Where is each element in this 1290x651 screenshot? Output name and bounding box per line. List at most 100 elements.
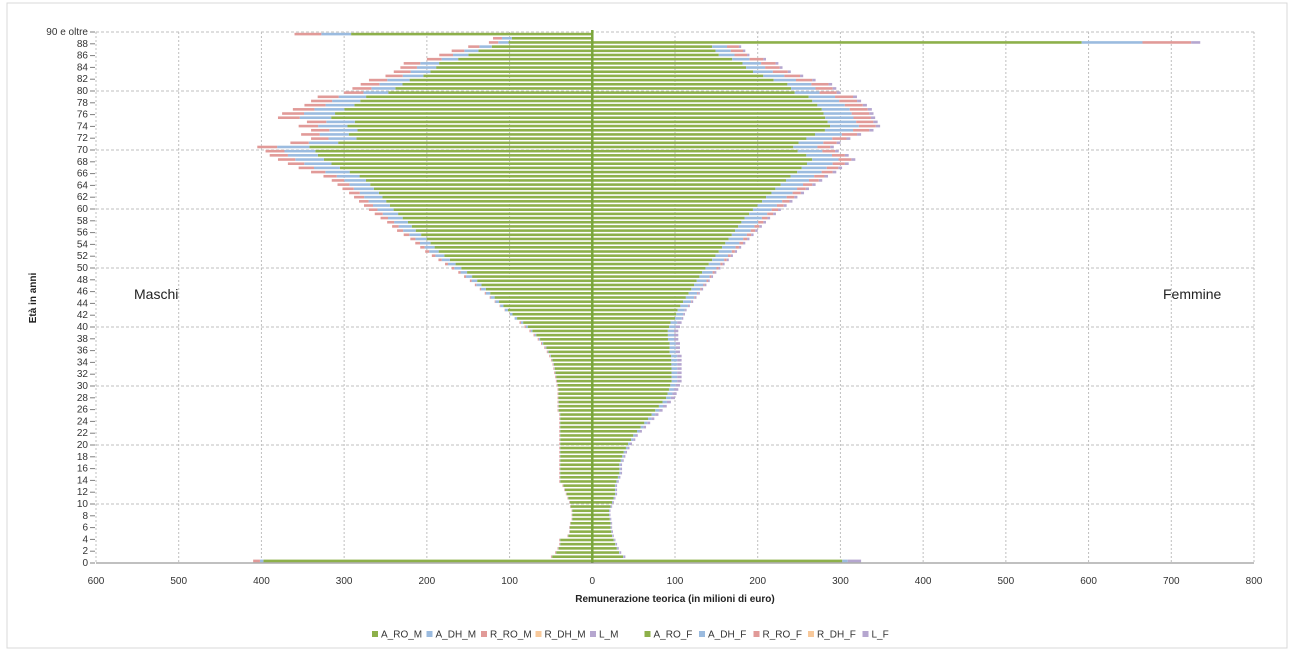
- bar-r-ro-m: [415, 241, 421, 245]
- bar-r-ro-f: [853, 128, 870, 132]
- bar-a-ro-f: [592, 87, 792, 90]
- bar-a-ro-f: [592, 429, 637, 433]
- bar-r-ro-f: [694, 296, 695, 299]
- bar-l-f: [674, 333, 679, 337]
- bar-l-f: [677, 375, 682, 379]
- bar-a-dh-f: [670, 384, 676, 387]
- bar-l-f: [615, 488, 618, 492]
- bar-l-f: [830, 145, 834, 149]
- bar-a-ro-f: [592, 379, 672, 383]
- y-tick-label: 20: [77, 440, 89, 451]
- bar-a-ro-f: [592, 262, 709, 266]
- bar-a-ro-m: [536, 333, 593, 337]
- bar-a-ro-m: [494, 296, 593, 299]
- bar-r-ro-m: [559, 442, 560, 446]
- bar-a-dh-f: [671, 375, 678, 379]
- bar-a-dh-m: [471, 279, 478, 283]
- bar-a-dh-f: [712, 45, 728, 48]
- bar-a-ro-f: [592, 183, 781, 186]
- bar-a-dh-f: [821, 108, 850, 111]
- bar-a-dh-f: [667, 392, 673, 395]
- bar-l-f: [674, 388, 679, 391]
- bar-r-ro-m: [306, 120, 327, 124]
- bar-r-ro-m: [438, 258, 442, 262]
- x-tick-label: 300: [336, 576, 353, 587]
- bar-a-ro-f: [592, 342, 670, 345]
- y-tick-label: 90 e oltre: [46, 27, 88, 38]
- bar-a-ro-f: [592, 354, 672, 358]
- bar-a-ro-m: [570, 521, 593, 525]
- bar-l-f: [747, 237, 750, 241]
- bar-a-ro-f: [592, 57, 733, 61]
- bar-a-ro-f: [592, 91, 795, 94]
- x-tick-label: 100: [667, 576, 684, 587]
- bar-a-dh-m: [329, 128, 358, 132]
- y-tick-label: 24: [77, 416, 89, 427]
- bar-a-ro-f: [592, 521, 611, 525]
- bar-a-ro-f: [592, 547, 617, 550]
- y-tick-label: 46: [77, 287, 89, 298]
- bar-r-ro-m: [277, 116, 300, 120]
- bar-r-ro-m: [565, 492, 567, 496]
- bar-a-ro-m: [485, 287, 593, 291]
- bar-a-dh-f: [718, 53, 735, 57]
- x-tick-label: 300: [832, 576, 849, 587]
- bar-a-ro-f: [592, 246, 723, 249]
- bar-a-dh-f: [658, 404, 664, 408]
- bar-a-ro-m: [347, 124, 593, 128]
- bar-l-f: [812, 78, 816, 82]
- x-tick-label: 100: [501, 576, 518, 587]
- bar-a-dh-f: [609, 517, 611, 521]
- bar-r-ro-f: [758, 220, 764, 224]
- bar-r-ro-m: [555, 551, 556, 554]
- bar-r-ro-m: [298, 124, 319, 128]
- y-tick-label: 78: [77, 98, 89, 109]
- bar-l-f: [867, 108, 872, 111]
- bar-r-ro-m: [397, 229, 404, 232]
- bar-a-dh-f: [619, 467, 621, 471]
- legend-swatch: [699, 631, 705, 637]
- bar-l-f: [869, 128, 874, 132]
- bar-a-dh-m: [481, 287, 486, 291]
- legend-entry: L_F: [872, 630, 889, 641]
- bar-r-ro-f: [817, 145, 831, 149]
- bar-a-ro-m: [511, 36, 593, 40]
- bar-r-ro-m: [337, 183, 350, 186]
- y-tick-label: 32: [77, 369, 89, 380]
- bar-a-ro-m: [565, 488, 593, 492]
- bar-a-ro-m: [344, 108, 593, 111]
- bar-a-ro-m: [552, 358, 593, 362]
- bar-r-ro-m: [257, 145, 278, 149]
- bar-a-dh-m: [416, 66, 437, 69]
- bar-a-dh-f: [708, 262, 721, 266]
- bar-a-ro-f: [592, 425, 641, 429]
- bar-a-dh-f: [749, 212, 768, 216]
- bar-a-dh-f: [680, 304, 688, 308]
- bar-a-dh-m: [325, 170, 350, 174]
- bar-r-ro-m: [559, 446, 560, 450]
- bar-a-dh-m: [538, 338, 541, 341]
- bar-a-ro-m: [351, 32, 593, 36]
- bar-a-ro-f: [592, 392, 668, 395]
- bar-r-ro-m: [557, 400, 559, 404]
- bar-a-ro-m: [560, 413, 593, 416]
- bar-a-ro-m: [439, 62, 593, 65]
- bar-a-ro-m: [331, 116, 593, 120]
- bar-a-ro-f: [592, 145, 794, 149]
- bar-r-ro-m: [425, 250, 430, 253]
- bar-l-f: [643, 425, 647, 429]
- bar-a-dh-m: [353, 187, 374, 191]
- bar-a-ro-m: [558, 396, 593, 400]
- bar-a-dh-f: [614, 488, 616, 492]
- bar-r-ro-f: [734, 53, 748, 57]
- bar-a-dh-f: [683, 300, 692, 303]
- bar-a-dh-m: [259, 559, 264, 563]
- bar-a-dh-m: [509, 312, 513, 316]
- bar-l-f: [773, 212, 776, 216]
- bar-r-ro-f: [703, 283, 705, 287]
- bar-a-dh-f: [667, 329, 675, 333]
- bar-a-dh-f: [671, 367, 678, 370]
- y-tick-label: 0: [82, 558, 88, 569]
- bar-a-dh-m: [363, 91, 389, 94]
- bar-r-ro-m: [559, 475, 560, 479]
